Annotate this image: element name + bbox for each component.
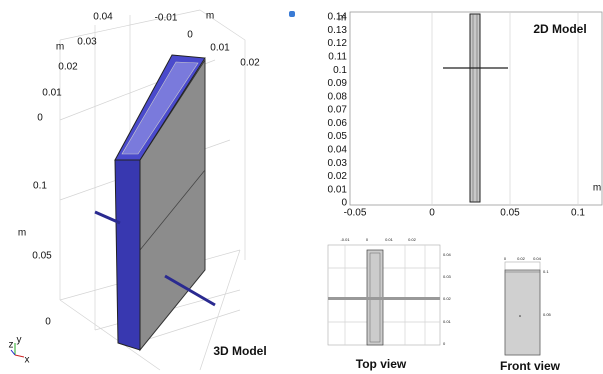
tick-label: 0.1 [33,181,47,192]
rod-top-view [328,297,440,300]
tick-label: 0.01 [210,43,230,54]
tick-label: 0.02 [58,62,78,73]
y-tick-label: 0.12 [328,38,348,49]
tick-label: 0.01 [42,88,62,99]
tick-label: 0 [45,317,51,328]
slab-front-view [505,270,540,355]
triad-label: x [25,355,30,366]
y-tick-label: 0.02 [328,171,348,182]
x-tick-label: 0.01 [385,237,394,242]
y-tick-label: 0.1 [543,269,549,274]
x-tick-label: 0.05 [500,208,520,219]
x-tick-label: 0 [366,237,369,242]
x-tick-label: 0.04 [533,256,542,261]
y-tick-label: 0.09 [328,78,348,89]
x-tick-label: 0.1 [571,208,585,219]
panel-label: 3D Model [213,344,266,358]
triad-label: y [17,335,22,346]
x-tick-label: 0.02 [517,256,526,261]
tick-label: 0 [187,30,193,41]
panel-label: 2D Model [533,22,586,36]
icon [289,11,295,17]
axis-unit: m [18,228,26,239]
y-tick-label: 0.05 [543,312,552,317]
y-tick-label: 0.03 [443,274,452,279]
panel-label: Top view [356,357,407,371]
tick-label: 0.04 [93,12,113,23]
y-tick-label: 0.06 [328,118,348,129]
x-tick-label: -0.01 [340,237,350,242]
y-tick-label: 0.11 [328,51,347,62]
triad-label: z [9,340,14,351]
y-tick-label: 0.01 [443,319,452,324]
y-tick-label: 0.02 [443,296,452,301]
figure: 0.04 0.03 0.02 0.01 0 -0.01 0 0.01 0.02 0.1 0.05 0 m… [0,0,603,374]
y-tick-label: 0.01 [328,184,348,195]
axis-unit: m [56,42,64,53]
y-tick-label: 0.08 [328,91,348,102]
y-tick-label: 0.07 [328,105,348,116]
tick-label: 0 [37,113,43,124]
axis-unit: m [593,183,601,194]
y-tick-label: 0.04 [443,252,452,257]
y-tick-label: 0.13 [328,25,348,36]
tick-label: 0.02 [240,58,260,69]
y-tick-label: 0.03 [328,158,348,169]
y-tick-label: 0.1 [333,65,347,76]
y-tick-label: 0.05 [328,131,348,142]
x-tick-label: 0.02 [408,237,417,242]
x-tick-label: -0.05 [344,208,367,219]
axis-unit: m [206,11,214,22]
slab-2d [470,14,480,202]
y-tick-label: 0 [443,341,446,346]
y-tick-label: 0.04 [328,144,348,155]
panel-label: Front view [500,359,561,373]
x-tick-label: 0 [429,208,435,219]
tick-label: -0.01 [155,13,178,24]
axis-unit: m [338,13,346,24]
tick-label: 0.03 [77,37,97,48]
tick-label: 0.05 [32,251,52,262]
x-tick-label: 0 [504,256,507,261]
slab-side [115,160,140,350]
